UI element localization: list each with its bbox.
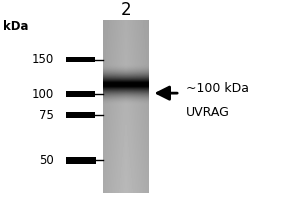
Bar xyxy=(66,157,96,164)
Text: 150: 150 xyxy=(32,53,54,66)
Text: 100: 100 xyxy=(32,88,54,101)
Bar xyxy=(66,91,94,97)
Bar xyxy=(66,57,94,62)
Text: 75: 75 xyxy=(39,109,54,122)
Bar xyxy=(66,112,94,118)
Text: 2: 2 xyxy=(121,1,131,19)
Text: kDa: kDa xyxy=(3,20,29,33)
Text: UVRAG: UVRAG xyxy=(186,106,230,119)
Text: ~100 kDa: ~100 kDa xyxy=(186,82,249,95)
Text: 50: 50 xyxy=(39,154,54,167)
